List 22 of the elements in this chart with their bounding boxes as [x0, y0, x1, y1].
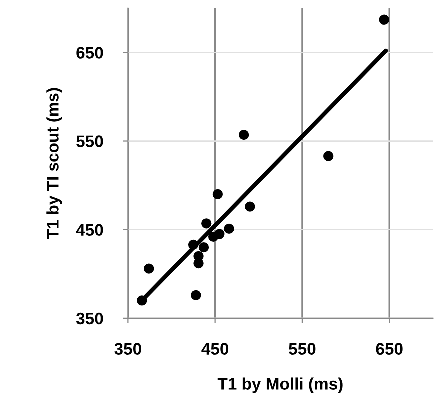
point: [191, 290, 202, 300]
point: [324, 151, 334, 162]
point: [224, 224, 234, 234]
y-axis-title: T1 by TI scout (ms): [46, 88, 62, 240]
x-tick-label: 650: [376, 343, 403, 355]
point: [379, 14, 390, 25]
point: [212, 189, 224, 200]
y-tick-label: 350: [76, 312, 104, 325]
point: [202, 218, 212, 229]
point: [238, 130, 250, 140]
point: [198, 242, 210, 253]
x-tick-label: 350: [114, 343, 142, 356]
x-axis-title: T1 by Molli (ms): [218, 378, 343, 394]
y-tick-label: 450: [76, 224, 104, 236]
point: [144, 264, 154, 274]
x-tick-label: 550: [289, 343, 316, 355]
y-tick-label: 550: [76, 136, 104, 148]
point: [194, 258, 204, 269]
point: [245, 202, 256, 212]
x-tick-label: 450: [202, 343, 229, 355]
point: [214, 229, 225, 240]
y-tick-label: 650: [76, 47, 104, 59]
